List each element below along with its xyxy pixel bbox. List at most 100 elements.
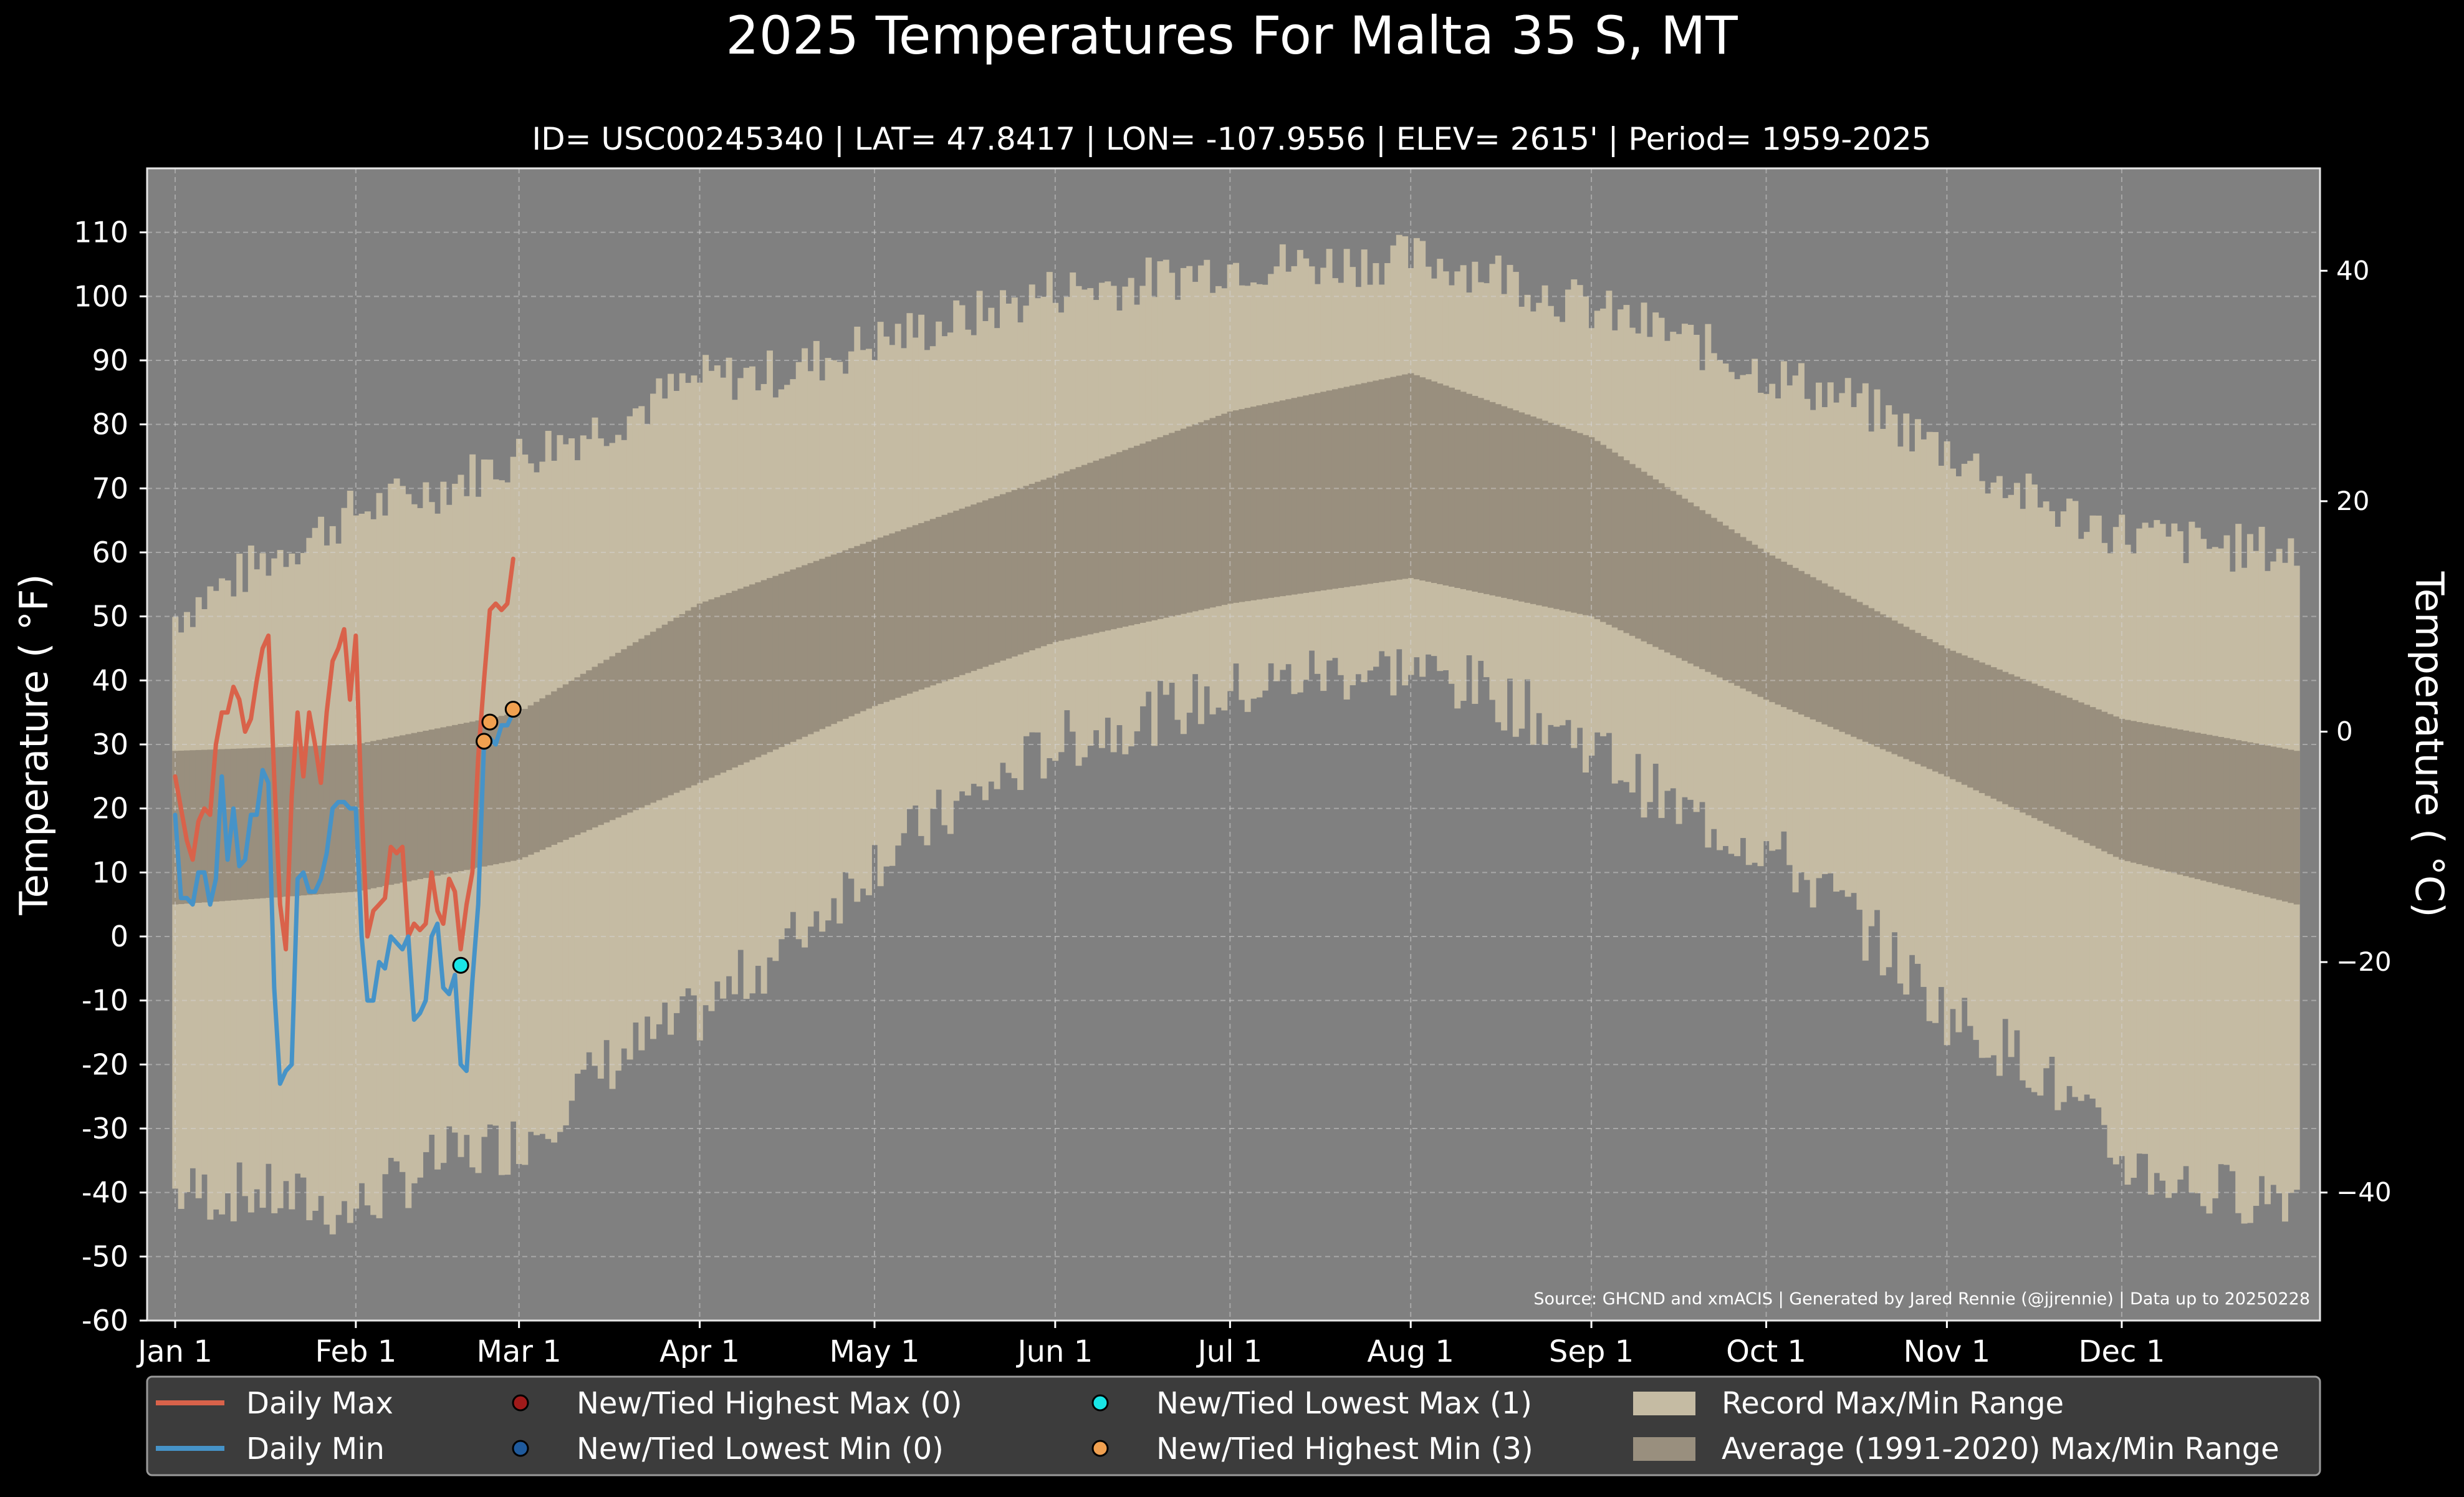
average-range-bar: [1681, 498, 1688, 661]
average-range-bar: [1484, 400, 1490, 594]
average-range-bar: [201, 749, 208, 903]
average-range-bar: [906, 527, 913, 694]
average-range-bar: [2089, 707, 2096, 846]
average-range-bar: [1600, 445, 1607, 622]
average-range-bar: [2054, 693, 2061, 829]
average-range-bar: [685, 610, 692, 788]
average-range-bar: [1343, 387, 1350, 587]
average-range-bar: [1262, 404, 1268, 599]
legend: Daily Max Daily Min New/Tied Highest Max (…: [146, 1375, 2321, 1476]
average-range-bar: [492, 717, 499, 865]
average-range-bar: [1139, 443, 1146, 623]
average-range-bar: [2282, 748, 2288, 902]
y-tick-label: 0: [110, 920, 128, 953]
x-tick-label: Jul 1: [1196, 1334, 1262, 1369]
average-range-bar: [772, 575, 779, 750]
average-range-bar: [1495, 404, 1502, 597]
average-range-bar: [1472, 395, 1479, 592]
average-range-bar: [2008, 674, 2015, 807]
average-range-bar: [1349, 385, 1356, 587]
record-point-highest-min: [476, 733, 493, 750]
y-tick-label: 60: [92, 536, 128, 569]
y-tick-label: 20: [92, 792, 128, 826]
average-range-bar: [1221, 413, 1228, 605]
average-range-bar: [277, 747, 284, 897]
average-range-bar: [1331, 389, 1338, 589]
average-range-bar: [1827, 586, 1834, 727]
x-tick-label: Feb 1: [315, 1334, 396, 1369]
average-range-bar: [2229, 739, 2236, 888]
average-range-bar: [1950, 650, 1957, 779]
average-range-bar: [2293, 751, 2300, 905]
y-tick-label: 50: [92, 600, 128, 633]
average-range-bar: [1390, 377, 1397, 581]
average-range-bar: [714, 597, 721, 776]
average-range-bar: [2147, 724, 2154, 867]
average-range-bar: [1856, 602, 1863, 739]
average-range-bar: [1361, 383, 1368, 585]
average-range-bar: [1583, 435, 1589, 615]
legend-entry-label: Daily Max: [246, 1386, 393, 1421]
y-axis-left-ticks: -60 -50 -40 -30 -20 -10 0 10 20 30 40 50 60 70 80 90 100…: [74, 216, 147, 1337]
average-range-bar: [2241, 741, 2248, 892]
average-range-bar: [971, 504, 977, 671]
average-range-bar: [1734, 533, 1741, 686]
average-range-bar: [2194, 733, 2201, 879]
y-tick-label: 110: [74, 216, 128, 249]
average-range-bar: [1273, 402, 1280, 597]
daily-max-line: [173, 556, 515, 951]
average-range-bar: [615, 652, 621, 818]
average-range-bar: [1035, 481, 1042, 648]
average-range-bar: [586, 670, 593, 830]
average-range-bar: [458, 724, 464, 872]
average-range-bar: [1944, 648, 1950, 777]
average-range-bar: [574, 677, 581, 835]
average-range-bar: [1576, 433, 1583, 614]
average-range-bar: [1477, 398, 1484, 593]
average-range-bar: [743, 586, 750, 763]
average-range-bar: [760, 580, 767, 755]
average-range-bar: [1256, 405, 1263, 600]
average-range-bar: [1932, 642, 1939, 772]
x-tick-label: Jun 1: [1015, 1334, 1093, 1369]
average-range-bar: [1961, 655, 1968, 785]
average-range-bar: [2043, 688, 2049, 824]
y-right-tick-label: 40: [2336, 255, 2369, 286]
average-range-bar: [2288, 749, 2294, 903]
average-range-bar: [1454, 390, 1461, 588]
average-range-bar: [901, 529, 908, 696]
legend-swatch-dot: [1091, 1394, 1109, 1412]
average-range-bar: [428, 729, 435, 877]
average-range-bar: [982, 500, 989, 667]
average-range-bar: [668, 621, 674, 796]
average-range-bar: [1425, 379, 1432, 582]
average-range-bar: [1728, 529, 1735, 683]
average-range-bar: [929, 519, 936, 686]
average-range-bar: [1197, 422, 1204, 610]
record-range-bar: [178, 632, 185, 1209]
average-range-bar: [306, 746, 313, 895]
average-range-bar: [1722, 525, 1729, 680]
y-right-tick-label: −20: [2336, 946, 2392, 977]
average-range-bars: [172, 373, 2300, 905]
average-range-bar: [341, 744, 348, 893]
average-range-bar: [2183, 730, 2190, 877]
average-range-bar: [1413, 375, 1420, 580]
average-range-bar: [2037, 686, 2044, 821]
average-range-bar: [2235, 740, 2242, 890]
average-range-bar: [312, 746, 319, 895]
average-range-bar: [959, 508, 966, 675]
record-point-lowest-max: [452, 956, 469, 974]
average-range-bar: [1279, 400, 1286, 597]
average-range-bar: [1926, 639, 1933, 769]
average-range-bar: [318, 745, 325, 895]
average-range-bar: [1658, 483, 1665, 650]
average-range-bar: [1460, 392, 1467, 589]
average-range-bar: [1798, 570, 1805, 715]
average-range-bar: [994, 496, 1000, 663]
y-tick-label: 40: [92, 663, 128, 697]
x-tick-label: Aug 1: [1367, 1334, 1454, 1369]
average-range-bar: [2258, 744, 2265, 896]
average-range-bar: [2264, 745, 2271, 897]
